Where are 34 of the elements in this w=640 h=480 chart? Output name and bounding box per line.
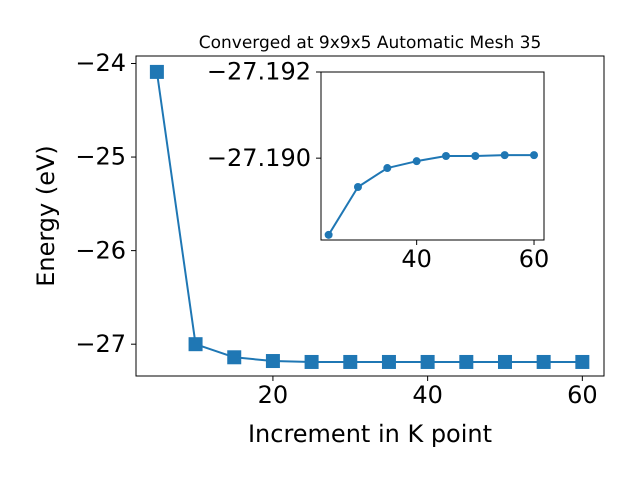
y-tick-label: −27 <box>75 330 126 358</box>
point <box>354 183 362 192</box>
point <box>471 152 480 160</box>
point <box>227 350 242 364</box>
point <box>343 354 358 369</box>
point <box>383 164 392 172</box>
point <box>382 354 396 369</box>
point <box>324 230 333 239</box>
point <box>188 337 203 352</box>
point <box>575 354 590 369</box>
point <box>530 151 538 160</box>
point <box>459 354 474 369</box>
point <box>500 151 509 160</box>
y-tick-label: −24 <box>75 49 126 78</box>
point <box>304 354 319 369</box>
point <box>150 64 164 79</box>
point <box>420 354 435 369</box>
point <box>266 354 280 368</box>
x-tick-label: 60 <box>518 245 550 274</box>
point <box>536 354 551 369</box>
point <box>442 152 450 160</box>
y-tick-label: −27.192 <box>206 58 311 86</box>
y-tick-label: −27.190 <box>206 144 311 172</box>
x-tick-label: 60 <box>567 381 598 410</box>
chart-title: Converged at 9x9x5 Automatic Mesh 35 <box>198 33 542 53</box>
y-tick-label: −26 <box>75 236 126 264</box>
point <box>498 354 512 369</box>
x-tick-label: 40 <box>412 381 443 410</box>
x-axis-title: Increment in K point <box>248 420 492 448</box>
y-axis-title: Energy (eV) <box>32 145 60 287</box>
y-tick-label: −25 <box>75 142 126 171</box>
point <box>412 157 421 166</box>
x-tick-label: 20 <box>258 381 288 410</box>
x-tick-label: 40 <box>401 245 432 274</box>
